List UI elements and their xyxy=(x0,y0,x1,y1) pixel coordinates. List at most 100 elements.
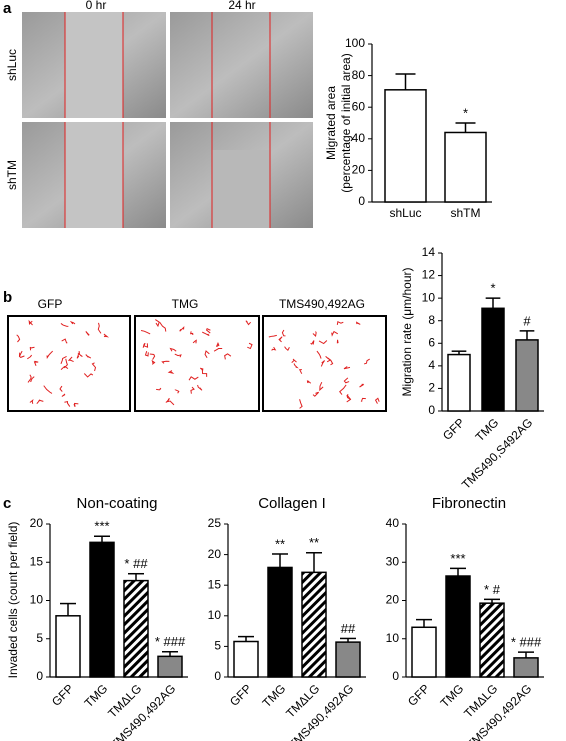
y-tick-label: 60 xyxy=(352,99,366,113)
cell-track xyxy=(306,380,312,384)
cell-track xyxy=(339,384,347,395)
cell-track xyxy=(159,321,167,332)
bar xyxy=(411,626,437,678)
cell-track xyxy=(140,330,151,335)
annotation: * xyxy=(490,281,495,296)
annotation: ## xyxy=(341,621,356,636)
cell-track xyxy=(213,348,223,352)
cell-track xyxy=(78,351,83,357)
cell-track xyxy=(63,358,68,369)
annotation: *** xyxy=(94,519,109,534)
cell-track xyxy=(268,334,277,338)
column-label: 0 hr xyxy=(86,0,107,12)
y-tick-label: 4 xyxy=(428,358,435,372)
bar xyxy=(513,657,539,678)
chart-title: Non-coating xyxy=(77,495,158,512)
x-tick-label: GFP xyxy=(440,415,467,442)
cell-track xyxy=(18,355,25,358)
cell-track xyxy=(59,385,63,392)
cell-track xyxy=(312,391,320,397)
panel-label: b xyxy=(3,289,12,306)
cell-track xyxy=(299,399,303,409)
bar xyxy=(479,602,505,678)
y-tick-label: 5 xyxy=(36,631,43,645)
x-tick-label: GFP xyxy=(405,681,432,708)
y-tick-label: 0 xyxy=(392,669,399,683)
y-tick-label: 10 xyxy=(30,593,44,607)
cell-track xyxy=(316,350,322,359)
panel-label: c xyxy=(3,495,11,512)
y-tick-label: 8 xyxy=(428,313,435,327)
annotation: ** xyxy=(309,535,319,550)
cell-track xyxy=(30,376,35,383)
cell-track xyxy=(69,320,76,325)
y-tick-label: 0 xyxy=(214,669,221,683)
cell-track xyxy=(192,339,197,344)
cell-track xyxy=(151,359,156,365)
cell-track xyxy=(245,320,252,326)
cell-track xyxy=(205,328,211,334)
annotation: * ## xyxy=(124,556,148,571)
cell-track xyxy=(312,331,317,338)
bar xyxy=(267,566,293,678)
cell-track xyxy=(142,342,146,348)
y-tick-label: 100 xyxy=(345,36,365,50)
cell-track xyxy=(359,383,365,388)
y-tick-label: 10 xyxy=(422,290,436,304)
y-axis-label: Migrated area xyxy=(324,86,338,160)
y-tick-label: 40 xyxy=(352,131,366,145)
y-tick-label: 30 xyxy=(386,554,400,568)
track-images xyxy=(7,315,387,412)
cell-track xyxy=(310,340,315,345)
x-tick-label: TMG xyxy=(438,681,467,710)
cell-track xyxy=(363,358,370,365)
cell-track xyxy=(360,397,366,402)
cell-track xyxy=(216,342,220,347)
bar xyxy=(481,307,505,412)
image-label: TMG xyxy=(172,297,199,311)
chart-title: Collagen I xyxy=(258,495,326,512)
bar xyxy=(301,571,327,678)
y-axis-label: Migration rate (μm/hour) xyxy=(400,268,414,397)
y-tick-label: 14 xyxy=(422,245,436,259)
row-label: shLuc xyxy=(5,49,19,81)
y-tick-label: 12 xyxy=(422,268,436,282)
cell-track xyxy=(319,381,324,392)
cell-track xyxy=(76,352,80,359)
annotation: * # xyxy=(484,582,501,597)
bar xyxy=(445,575,471,678)
cell-track xyxy=(28,319,33,326)
cell-track xyxy=(190,386,195,394)
cell-track xyxy=(291,358,297,363)
cell-track xyxy=(336,320,344,325)
annotation: *** xyxy=(450,551,465,566)
cell-track xyxy=(60,365,69,370)
x-tick-label: TMG xyxy=(82,681,111,710)
annotation: * ### xyxy=(511,635,542,650)
cell-track xyxy=(336,339,339,344)
x-tick-label: GFP xyxy=(227,681,254,708)
cell-track xyxy=(85,331,90,336)
cell-track xyxy=(67,356,74,363)
cell-track xyxy=(189,331,194,336)
cell-track xyxy=(202,331,210,336)
bar xyxy=(233,640,259,678)
cell-track xyxy=(60,355,67,364)
micrographs xyxy=(22,12,313,228)
y-axis-label: (percentage of initial area) xyxy=(339,53,353,192)
cell-track xyxy=(29,398,34,404)
cell-track xyxy=(201,369,208,377)
annotation: * ### xyxy=(155,634,186,649)
cell-track xyxy=(144,343,149,348)
annotation: ** xyxy=(275,536,285,551)
bar xyxy=(335,641,361,678)
x-tick-label: TMG xyxy=(473,415,502,444)
y-tick-label: 20 xyxy=(386,593,400,607)
cell-track xyxy=(247,342,253,350)
y-tick-label: 20 xyxy=(30,516,44,530)
cell-track xyxy=(161,360,170,364)
cell-track xyxy=(64,400,71,407)
y-tick-label: 0 xyxy=(358,194,365,208)
cell-track xyxy=(16,334,21,343)
